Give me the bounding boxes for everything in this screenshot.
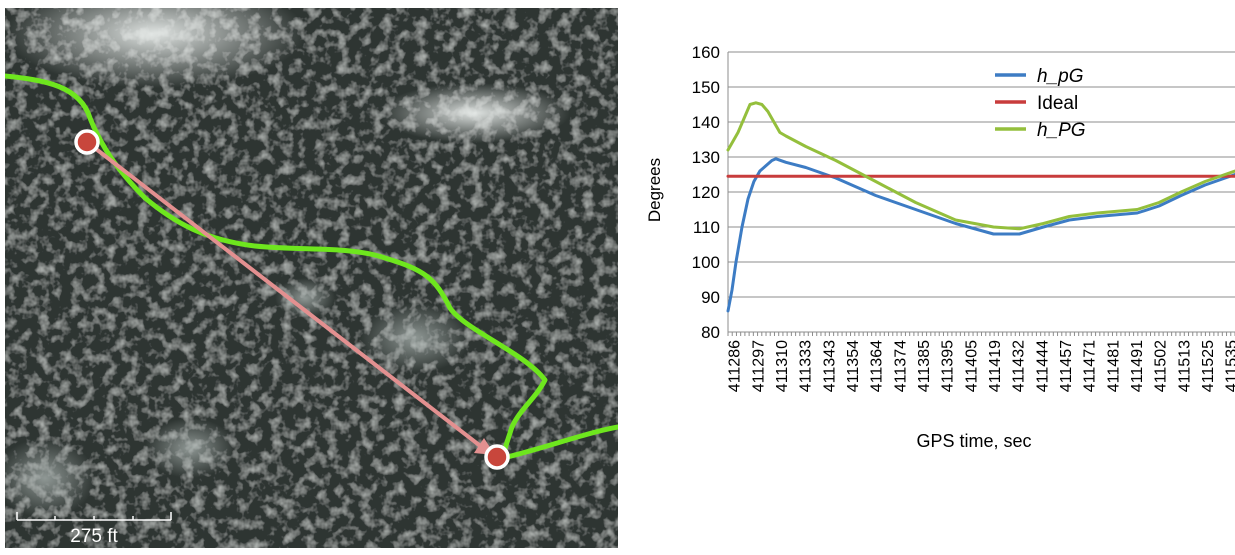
legend-label: h_PG (1037, 120, 1086, 141)
x-tick-label: 411286 (727, 340, 744, 392)
x-tick-label: 411310 (774, 340, 791, 392)
x-axis-title: GPS time, sec (916, 431, 1031, 451)
grid-lines (728, 51, 1235, 333)
x-tick-label: 411513 (1176, 340, 1193, 392)
x-tick-label: 411297 (750, 340, 767, 392)
aerial-map-svg: 275 ft (0, 0, 621, 548)
map-clearing (275, 278, 335, 318)
y-tick-label: 90 (701, 288, 720, 307)
x-tick-label: 411471 (1082, 340, 1099, 392)
map-clearing (5, 0, 305, 88)
x-tick-label: 411419 (987, 340, 1004, 392)
start-marker (74, 129, 100, 155)
map-clearing (145, 418, 235, 478)
x-tick-label: 411432 (1011, 340, 1028, 392)
x-tick-labels: 411286 411297 411310 411333 411343 411354 4113… (727, 340, 1235, 392)
x-tick-label: 411502 (1153, 340, 1170, 392)
legend: h_pG Ideal h_PG (995, 66, 1086, 141)
y-tick-label: 120 (692, 183, 720, 202)
x-tick-label: 411525 (1200, 340, 1217, 392)
x-tick-label: 411491 (1129, 340, 1146, 392)
legend-label: Ideal (1037, 93, 1078, 114)
map-clearing (380, 83, 570, 143)
scale-label: 275 ft (70, 526, 118, 547)
map-clearing (360, 303, 470, 373)
x-tick-label: 411457 (1058, 340, 1075, 392)
x-tick-label: 411444 (1034, 340, 1051, 392)
y-axis-title: Degrees (645, 158, 664, 222)
aerial-map: 275 ft (0, 0, 621, 548)
end-marker (484, 444, 510, 470)
x-tick-label: 411374 (892, 340, 909, 392)
y-tick-labels: 80 90 100 110 120 130 140 150 160 (692, 43, 720, 342)
y-tick-label: 140 (692, 113, 720, 132)
series-line-h-pg (726, 157, 1235, 313)
x-tick-label: 411481 (1105, 340, 1122, 392)
x-tick-label: 411343 (821, 340, 838, 392)
x-tick-label: 411364 (869, 340, 886, 392)
y-tick-label: 150 (692, 78, 720, 97)
y-tick-label: 130 (692, 148, 720, 167)
x-tick-label: 411333 (798, 340, 815, 392)
y-tick-label: 160 (692, 43, 720, 62)
map-clearing (0, 438, 95, 518)
x-tick-label: 411354 (845, 340, 862, 392)
heading-arrow-line (85, 140, 485, 450)
series-line-h-pg (726, 101, 1235, 231)
series-lines (726, 101, 1235, 313)
y-tick-label: 100 (692, 253, 720, 272)
heading-chart: 80 90 100 110 120 130 140 150 160 411286 411297 41… (628, 0, 1235, 550)
y-tick-label: 80 (701, 323, 720, 342)
y-tick-label: 110 (693, 218, 720, 237)
legend-label: h_pG (1037, 66, 1083, 87)
x-tick-label: 411395 (940, 340, 957, 392)
x-tick-label: 411535 (1224, 340, 1235, 392)
axes (727, 52, 1235, 336)
scale-bar (16, 512, 172, 521)
x-tick-label: 411405 (963, 340, 980, 392)
x-tick-label: 411385 (916, 340, 933, 392)
